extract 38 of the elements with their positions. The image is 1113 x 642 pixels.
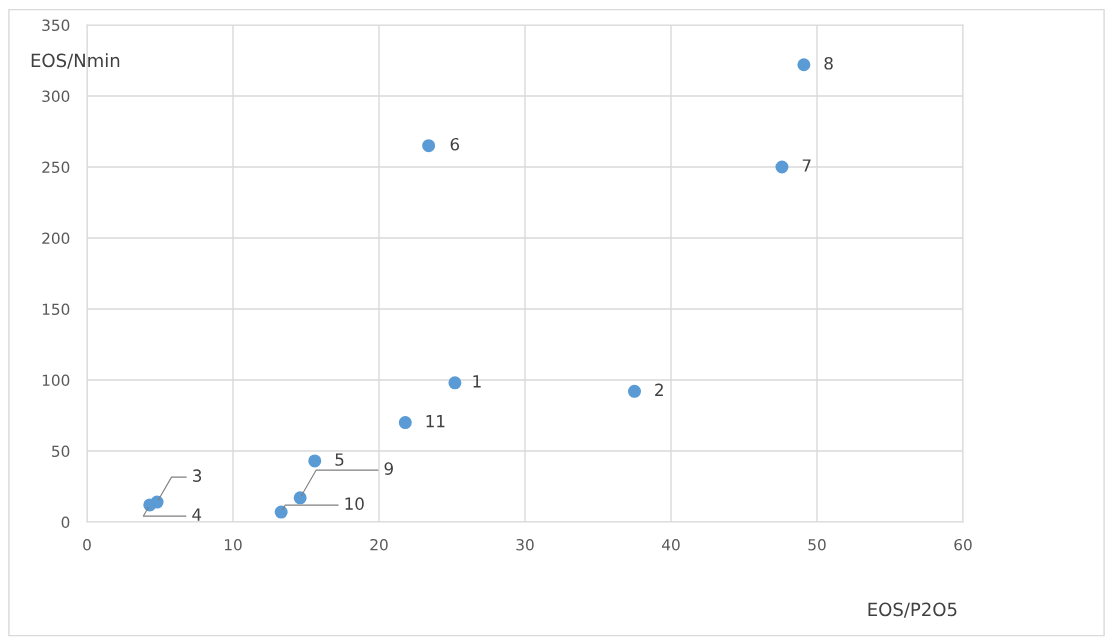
point [398, 416, 412, 430]
annotation: 1 [473, 375, 481, 388]
y-tick-label: 150 [42, 303, 70, 316]
annotation: 9 [384, 462, 393, 475]
annotation: 10 [345, 497, 364, 510]
y-tick-label: 200 [42, 232, 70, 245]
x-tick-label: 20 [370, 538, 388, 551]
point [422, 139, 436, 153]
y-tick-label: 250 [42, 161, 70, 174]
point [274, 505, 288, 519]
x-tick-label: 50 [808, 538, 826, 551]
y-tick-label: 100 [42, 374, 70, 387]
x-axis-title: EOS/P2O5 [868, 602, 957, 618]
x-tick-label: 40 [662, 538, 680, 551]
x-tick-label: 30 [516, 538, 534, 551]
annotation: 3 [193, 469, 202, 482]
y-tick-label: 50 [52, 445, 70, 458]
point [293, 491, 307, 505]
annotation: 2 [655, 383, 663, 396]
annotation: 6 [450, 137, 460, 151]
annotation: 5 [335, 453, 344, 466]
point [797, 58, 811, 72]
y-tick-label: 300 [42, 90, 70, 103]
y-axis-title: EOS/Nmin [31, 53, 120, 69]
point [627, 384, 642, 398]
point [143, 498, 157, 512]
point [448, 376, 462, 390]
annotation: 7 [802, 159, 811, 172]
annotation: 4 [192, 508, 202, 521]
x-tick-label: 60 [954, 538, 972, 551]
x-tick-label: 0 [83, 538, 91, 551]
point [308, 454, 322, 468]
annotation: 11 [426, 415, 445, 428]
annotation: 8 [824, 56, 833, 70]
y-tick-label: 0 [61, 516, 70, 529]
x-tick-label: 10 [224, 538, 242, 551]
point [775, 160, 789, 174]
y-tick-label: 350 [42, 19, 70, 32]
